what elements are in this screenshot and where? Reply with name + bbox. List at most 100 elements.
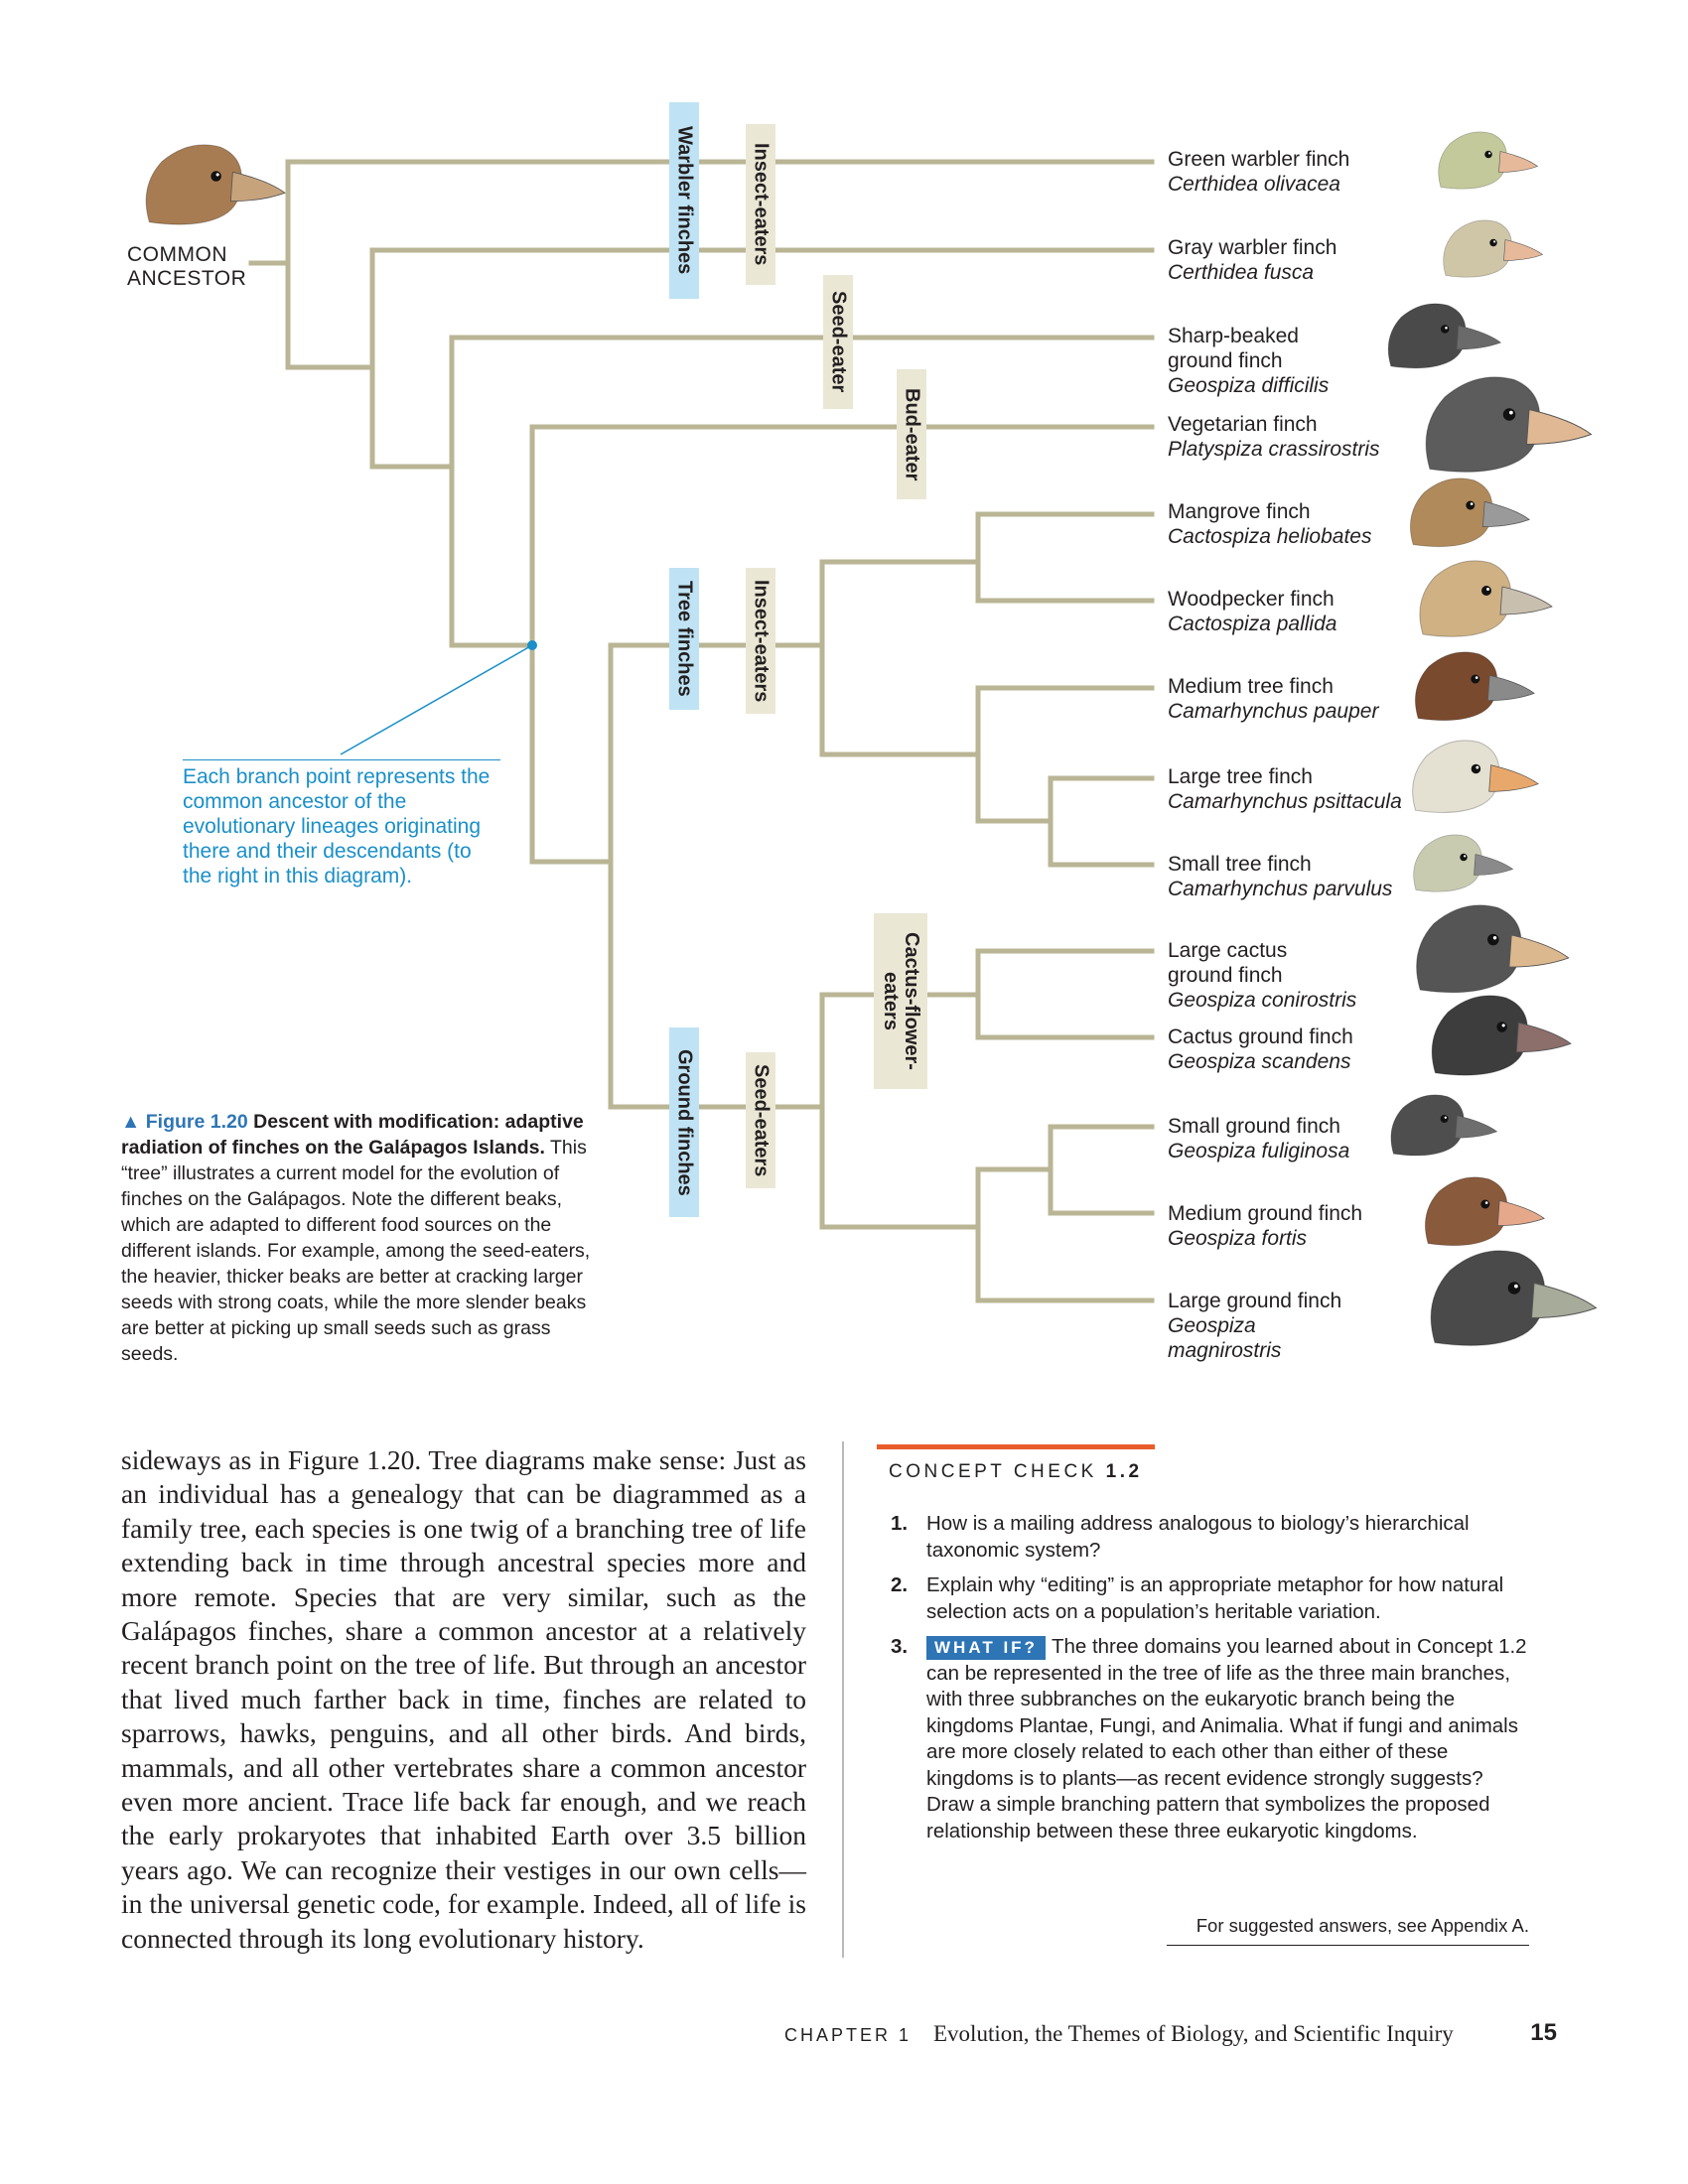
finch-head-icon bbox=[1415, 651, 1535, 722]
species-common-name: Large cactus ground finch bbox=[1168, 939, 1288, 987]
species-common-name: Green warbler finch bbox=[1168, 148, 1350, 171]
column-divider bbox=[842, 1441, 844, 1958]
species-common-name: Medium ground finch bbox=[1168, 1202, 1363, 1225]
species-common-name: Small tree finch bbox=[1168, 853, 1312, 876]
caption-figure-number: Figure 1.20 bbox=[145, 1111, 248, 1133]
item-number: 2. bbox=[891, 1573, 909, 1596]
species-scientific-name: Cactospiza heliobates bbox=[1168, 525, 1372, 548]
label-insect-eaters-2: Insect-eaters bbox=[746, 568, 775, 714]
concept-check-list: 1. How is a mailing address analogous to… bbox=[889, 1511, 1534, 1853]
finch-head-icon bbox=[1387, 303, 1502, 369]
figure-caption: ▲ Figure 1.20 Descent with modification:… bbox=[121, 1109, 598, 1367]
finch-head-icon bbox=[1416, 904, 1570, 994]
item-text: Explain why “editing” is an appropriate … bbox=[926, 1573, 1504, 1623]
species-scientific-name: Camarhynchus parvulus bbox=[1168, 878, 1393, 900]
footer-chapter-title: Evolution, the Themes of Biology, and Sc… bbox=[933, 2021, 1454, 2046]
species-label: Large cactus ground finch Geospiza coniro… bbox=[1168, 938, 1356, 1013]
branch-point-callout: Each branch point represents the common … bbox=[183, 759, 500, 888]
branch-point-marker bbox=[527, 640, 537, 650]
species-scientific-name: Camarhynchus psittacula bbox=[1168, 790, 1402, 813]
species-label: Woodpecker finch Cactospiza pallida bbox=[1168, 587, 1336, 636]
species-label: Sharp-beaked ground finch Geospiza diffic… bbox=[1168, 324, 1329, 398]
species-scientific-name: Camarhynchus pauper bbox=[1168, 700, 1379, 723]
species-label: Small tree finch Camarhynchus parvulus bbox=[1168, 852, 1392, 901]
species-label: Gray warbler finch Certhidea fusca bbox=[1168, 235, 1336, 285]
species-scientific-name: Geospiza fuliginosa bbox=[1168, 1140, 1350, 1162]
item-number: 3. bbox=[891, 1635, 909, 1658]
caption-title: Descent with modification: adaptive radi… bbox=[121, 1111, 584, 1159]
finch-head-icon bbox=[1410, 478, 1530, 548]
species-scientific-name: Cactospiza pallida bbox=[1168, 613, 1337, 635]
tree-branches bbox=[248, 159, 1155, 1303]
species-common-name: Woodpecker finch bbox=[1168, 588, 1335, 611]
label-bud-eater: Bud-eater bbox=[897, 369, 926, 499]
species-label: Medium ground finch Geospiza fortis bbox=[1168, 1201, 1362, 1251]
species-scientific-name: Certhidea fusca bbox=[1168, 261, 1315, 284]
species-label: Vegetarian finch Platyspiza crassirostris bbox=[1168, 412, 1380, 462]
concept-check-heading: CONCEPT CHECK 1.2 bbox=[889, 1461, 1143, 1483]
label-insect-eaters-1: Insect-eaters bbox=[746, 124, 775, 285]
species-scientific-name: Geospiza difficilis bbox=[1168, 374, 1330, 397]
species-scientific-name: Geospiza magnirostris bbox=[1168, 1314, 1282, 1362]
finch-head-icon bbox=[1425, 1176, 1545, 1247]
finch-head-icon bbox=[1412, 740, 1539, 813]
species-common-name: Sharp-beaked ground finch bbox=[1168, 325, 1299, 372]
finch-heads bbox=[145, 131, 1598, 1346]
ancestor-finch-head-icon bbox=[145, 144, 286, 225]
concept-check-item: 1. How is a mailing address analogous to… bbox=[889, 1511, 1534, 1564]
label-tree-finches: Tree finches bbox=[669, 568, 699, 710]
species-scientific-name: Platyspiza crassirostris bbox=[1168, 438, 1380, 461]
concept-check-accent-bar bbox=[877, 1444, 1155, 1449]
caption-text: This “tree” illustrates a current model … bbox=[121, 1137, 591, 1365]
item-text: The three domains you learned about in C… bbox=[926, 1635, 1527, 1843]
page-footer: CHAPTER 1 Evolution, the Themes of Biolo… bbox=[784, 2019, 1569, 2049]
species-common-name: Gray warbler finch bbox=[1168, 236, 1337, 259]
concept-check-item: 2. Explain why “editing” is an appropria… bbox=[889, 1572, 1534, 1625]
label-warbler-finches: Warbler finches bbox=[669, 102, 699, 299]
species-label: Cactus ground finch Geospiza scandens bbox=[1168, 1024, 1353, 1074]
finch-head-icon bbox=[1430, 1250, 1598, 1346]
finch-head-icon bbox=[1443, 219, 1544, 278]
species-scientific-name: Geospiza scandens bbox=[1168, 1050, 1351, 1073]
species-label: Green warbler finch Certhidea olivacea bbox=[1168, 147, 1349, 197]
finch-head-icon bbox=[1431, 995, 1572, 1076]
caption-marker: ▲ bbox=[121, 1111, 141, 1133]
label-ground-finches: Ground finches bbox=[669, 1027, 699, 1217]
species-common-name: Large ground finch bbox=[1168, 1290, 1342, 1312]
finch-head-icon bbox=[1419, 560, 1553, 637]
concept-check-item: 3. WHAT IF? The three domains you learned… bbox=[889, 1634, 1534, 1844]
species-common-name: Cactus ground finch bbox=[1168, 1025, 1353, 1048]
finch-head-icon bbox=[1413, 834, 1514, 892]
item-text: How is a mailing address analogous to bi… bbox=[926, 1512, 1470, 1562]
phylogenetic-tree bbox=[145, 131, 1598, 1346]
label-seed-eaters-2: Seed-eaters bbox=[746, 1052, 775, 1188]
answers-note: For suggested answers, see Appendix A. bbox=[1167, 1915, 1529, 1946]
callout-leader-line bbox=[340, 644, 533, 755]
species-common-name: Small ground finch bbox=[1168, 1115, 1340, 1138]
finch-head-icon bbox=[1425, 376, 1593, 473]
page-number: 15 bbox=[1530, 2019, 1557, 2046]
concept-check-title: CONCEPT CHECK bbox=[889, 1461, 1097, 1482]
what-if-badge: WHAT IF? bbox=[926, 1636, 1046, 1660]
species-label: Large ground finch Geospiza magnirostris bbox=[1168, 1289, 1341, 1363]
finch-head-icon bbox=[1390, 1094, 1498, 1157]
species-common-name: Large tree finch bbox=[1168, 765, 1313, 788]
species-label: Large tree finch Camarhynchus psittacula bbox=[1168, 764, 1402, 814]
common-ancestor-label: COMMON ANCESTOR bbox=[127, 243, 247, 290]
body-paragraph: sideways as in Figure 1.20. Tree diagram… bbox=[121, 1444, 806, 1954]
label-seed-eater-1: Seed-eater bbox=[823, 275, 853, 409]
item-number: 1. bbox=[891, 1512, 909, 1535]
species-scientific-name: Geospiza conirostris bbox=[1168, 989, 1357, 1012]
species-scientific-name: Certhidea olivacea bbox=[1168, 173, 1340, 196]
species-scientific-name: Geospiza fortis bbox=[1168, 1227, 1308, 1250]
finch-head-icon bbox=[1438, 131, 1539, 190]
species-common-name: Medium tree finch bbox=[1168, 675, 1334, 698]
species-common-name: Vegetarian finch bbox=[1168, 413, 1318, 436]
species-common-name: Mangrove finch bbox=[1168, 500, 1311, 523]
species-label: Mangrove finch Cactospiza heliobates bbox=[1168, 499, 1371, 549]
species-label: Small ground finch Geospiza fuliginosa bbox=[1168, 1114, 1349, 1163]
label-cactus-flower-eaters: Cactus-flower- eaters bbox=[874, 913, 927, 1089]
concept-check-number: 1.2 bbox=[1105, 1461, 1143, 1482]
footer-chapter: CHAPTER 1 bbox=[784, 2025, 913, 2045]
species-label: Medium tree finch Camarhynchus pauper bbox=[1168, 674, 1378, 724]
